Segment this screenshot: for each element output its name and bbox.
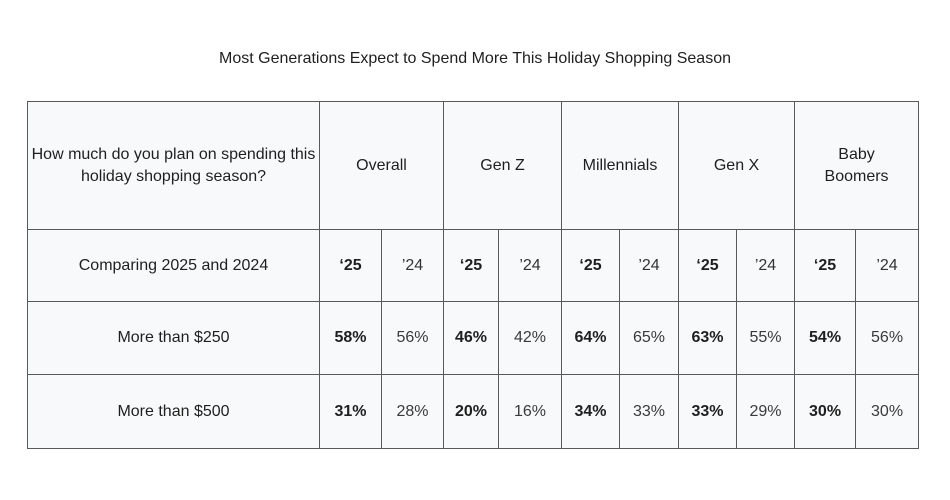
group-header-gen-x: Gen X <box>678 101 796 230</box>
row-label-250: More than $250 <box>27 301 320 375</box>
year-24-label: ’24 <box>381 229 444 302</box>
value-overall-24: 28% <box>381 374 444 449</box>
year-25-label: ‘25 <box>794 229 857 302</box>
row-label-500: More than $500 <box>27 374 320 449</box>
table-row: More than $250 58% 56% 46% 42% 64% 65% 6… <box>27 301 920 375</box>
group-header-overall: Overall <box>319 101 444 230</box>
group-header-gen-z: Gen Z <box>443 101 562 230</box>
year-24-label: ’24 <box>618 229 680 302</box>
value-millennials-24: 33% <box>618 374 680 449</box>
question-cell: How much do you plan on spending this ho… <box>27 101 320 230</box>
value-overall-25: 31% <box>319 374 382 449</box>
value-overall-24: 56% <box>381 301 444 375</box>
value-gen-z-25: 46% <box>443 301 499 375</box>
year-24-label: ’24 <box>736 229 796 302</box>
header-row: How much do you plan on spending this ho… <box>27 101 920 230</box>
year-25-label: ‘25 <box>678 229 738 302</box>
value-overall-25: 58% <box>319 301 382 375</box>
value-gen-z-24: 16% <box>498 374 562 449</box>
year-24-label: ’24 <box>855 229 920 302</box>
value-gen-z-25: 20% <box>443 374 499 449</box>
value-gen-z-24: 42% <box>498 301 562 375</box>
year-row: Comparing 2025 and 2024 ‘25 ’24 ‘25 ’24 … <box>27 229 920 302</box>
spending-table: How much do you plan on spending this ho… <box>27 101 920 449</box>
chart-title: Most Generations Expect to Spend More Th… <box>219 50 731 67</box>
value-gen-x-24: 29% <box>736 374 796 449</box>
value-millennials-25: 34% <box>561 374 620 449</box>
group-header-baby-boomers: Baby Boomers <box>794 101 920 230</box>
value-millennials-24: 65% <box>618 301 680 375</box>
value-baby-boomers-25: 54% <box>794 301 857 375</box>
value-baby-boomers-24: 56% <box>855 301 920 375</box>
value-gen-x-25: 63% <box>678 301 738 375</box>
comparison-label: Comparing 2025 and 2024 <box>27 229 320 302</box>
year-25-label: ‘25 <box>443 229 499 302</box>
table-row: More than $500 31% 28% 20% 16% 34% 33% 3… <box>27 374 920 449</box>
value-millennials-25: 64% <box>561 301 620 375</box>
value-gen-x-25: 33% <box>678 374 738 449</box>
year-25-label: ‘25 <box>561 229 620 302</box>
value-baby-boomers-25: 30% <box>794 374 857 449</box>
value-gen-x-24: 55% <box>736 301 796 375</box>
year-25-label: ‘25 <box>319 229 382 302</box>
group-header-millennials: Millennials <box>560 101 680 230</box>
year-24-label: ’24 <box>498 229 562 302</box>
value-baby-boomers-24: 30% <box>855 374 920 449</box>
